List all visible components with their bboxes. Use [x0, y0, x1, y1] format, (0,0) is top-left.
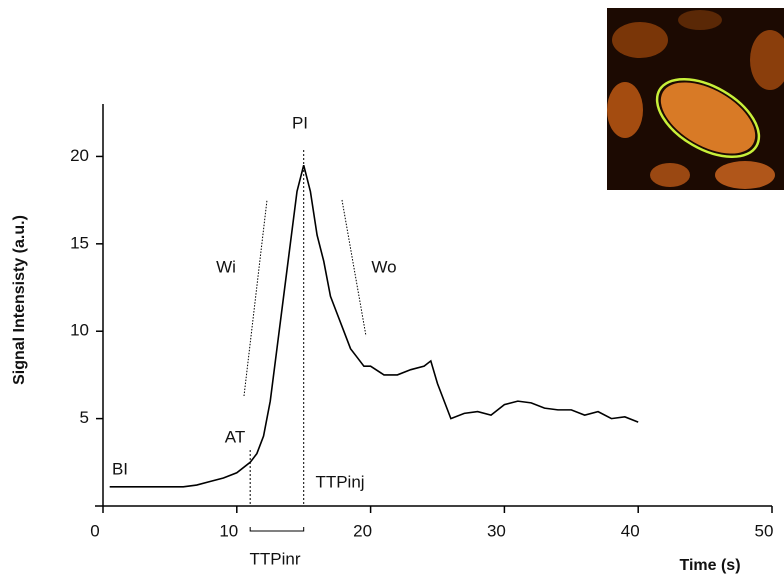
wash-out-line	[341, 199, 367, 337]
y-tick-label: 10	[70, 321, 89, 340]
signal-line	[109, 164, 639, 488]
bracket	[249, 527, 305, 532]
x-tick-label: 50	[755, 521, 774, 540]
x-tick-label: 40	[621, 521, 640, 540]
x-tick-label: 10	[219, 521, 238, 540]
y-tick-label: 15	[70, 233, 89, 252]
annotation: TTPinj	[315, 472, 364, 491]
annotation: TTPinr	[250, 549, 301, 568]
x-axis-label: Time (s)	[679, 557, 740, 574]
annotation: PI	[292, 113, 308, 132]
annotation: AT	[225, 427, 245, 446]
wash-in-line	[243, 199, 268, 397]
y-axis-label: Signal Intensisty (a.u.)	[11, 215, 28, 385]
y-tick-label: 5	[80, 408, 89, 427]
x-tick-label: 0	[90, 521, 99, 540]
x-tick-label: 30	[487, 521, 506, 540]
x-tick-label: 20	[353, 521, 372, 540]
y-tick-label: 20	[70, 146, 89, 165]
annotation: Wo	[371, 257, 396, 276]
annotation: Wi	[216, 257, 236, 276]
annotation: BI	[112, 459, 128, 478]
inset-image	[607, 8, 784, 190]
